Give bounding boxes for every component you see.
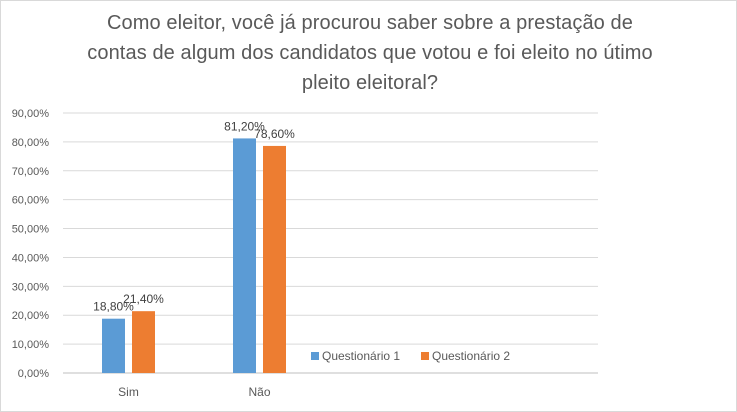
bar [263, 145, 286, 373]
y-tick-label: 50,00% [12, 224, 50, 236]
chart-title: Como eleitor, você já procurou saber sob… [40, 8, 700, 98]
legend-entry: Questionário 1 [322, 349, 400, 363]
data-label: 78,60% [254, 127, 295, 141]
x-tick-label: Sim [118, 385, 139, 399]
y-tick-label: 80,00% [12, 137, 50, 149]
chart-title-line-2: contas de algum dos candidatos que votou… [87, 42, 653, 64]
y-tick-label: 60,00% [12, 195, 50, 207]
x-axis: Sim Não [118, 385, 271, 399]
data-label: 81,20% [224, 119, 265, 133]
legend-entry: Questionário 2 [432, 349, 510, 363]
y-tick-label: 10,00% [12, 339, 50, 351]
bar [132, 311, 155, 373]
y-tick-label: 20,00% [12, 310, 50, 322]
y-axis: 0,00% 10,00% 20,00% 30,00% 40,00% 50,00% 60,00… [12, 108, 50, 380]
bars [102, 138, 286, 373]
gridlines [63, 112, 598, 374]
y-tick-label: 0,00% [18, 368, 49, 380]
data-label: 18,80% [93, 300, 134, 314]
y-tick-label: 30,00% [12, 281, 50, 293]
legend-swatch [311, 352, 319, 360]
chart-title-line-3: pleito eleitoral? [301, 72, 439, 94]
x-tick-label: Não [248, 385, 270, 399]
bar [102, 318, 125, 373]
bar [233, 138, 256, 373]
legend-swatch [421, 352, 429, 360]
legend: Questionário 1 Questionário 2 [311, 349, 510, 363]
chart-title-line-1: Como eleitor, você já procurou saber sob… [107, 12, 633, 34]
y-tick-label: 40,00% [12, 252, 50, 264]
y-tick-label: 70,00% [12, 166, 50, 178]
data-labels: 18,80%21,40% 81,20%78,60% [93, 119, 295, 313]
y-tick-label: 90,00% [12, 108, 50, 120]
data-label: 21,40% [123, 292, 164, 306]
